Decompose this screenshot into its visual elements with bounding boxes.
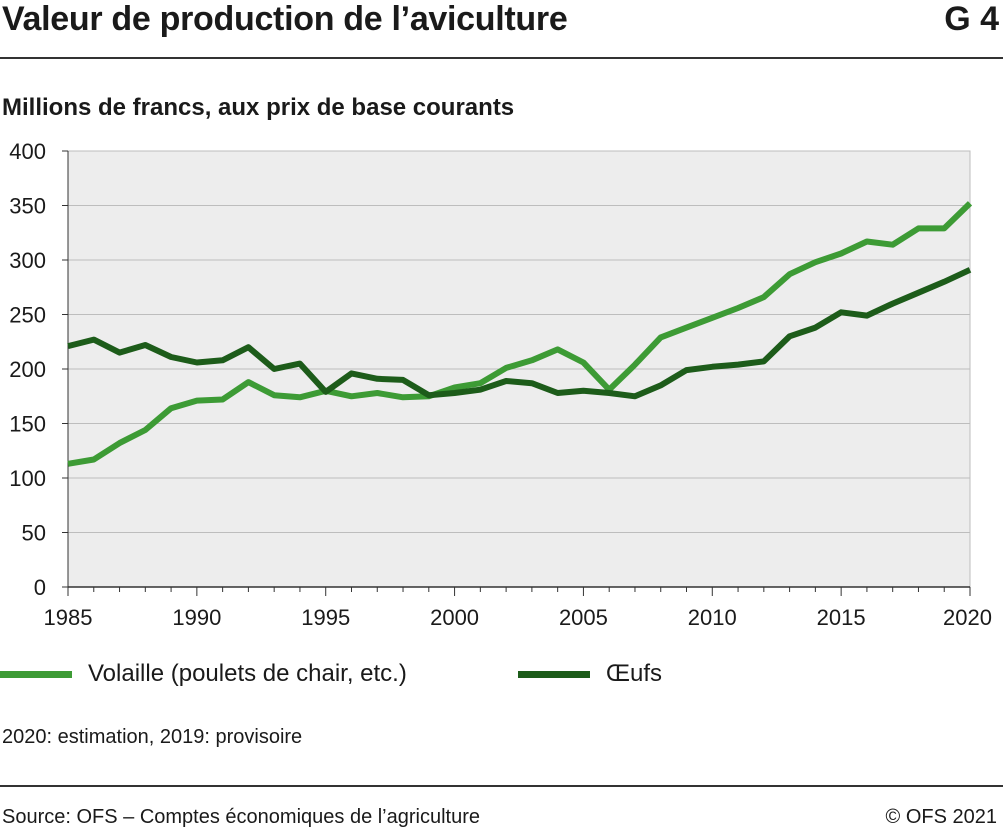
legend-item-volaille: Volaille (poulets de chair, etc.) xyxy=(0,660,407,688)
series-lines xyxy=(67,201,973,467)
y-tick-label: 350 xyxy=(9,194,46,219)
bottom-divider xyxy=(0,785,1003,787)
y-tick-label: 200 xyxy=(9,357,46,382)
copyright-text: © OFS 2021 xyxy=(885,806,997,828)
y-tick-label: 400 xyxy=(9,139,46,164)
y-tick-label: 50 xyxy=(22,521,46,546)
legend-swatch-oeufs xyxy=(518,670,590,678)
x-tick-label: 1990 xyxy=(172,605,221,630)
legend-label-volaille: Volaille (poulets de chair, etc.) xyxy=(88,660,407,687)
chart-note: 2020: estimation, 2019: provisoire xyxy=(2,726,303,748)
y-tick-label: 250 xyxy=(9,303,46,328)
y-tick-label: 100 xyxy=(9,466,46,491)
y-tick-label: 300 xyxy=(9,248,46,273)
x-tick-label: 2010 xyxy=(688,605,737,630)
x-tick-label: 2000 xyxy=(430,605,479,630)
chart-code: G 4 xyxy=(944,0,999,38)
gridlines xyxy=(68,150,970,533)
chart-subtitle: Millions de francs, aux prix de base cou… xyxy=(2,94,515,121)
y-tick-label: 150 xyxy=(9,412,46,437)
x-tick-label: 1995 xyxy=(301,605,350,630)
legend-swatch-volaille xyxy=(0,670,72,678)
y-axis-ticks: 0 50 100 150 200 250 300 350 400 xyxy=(9,139,68,600)
legend-item-oeufs: Œufs xyxy=(518,660,662,688)
chart-title: Valeur de production de l’aviculture xyxy=(2,0,568,38)
source-text: Source: OFS – Comptes économiques de l’a… xyxy=(2,806,481,828)
series-line-oeufs xyxy=(67,267,972,400)
x-tick-label: 2015 xyxy=(817,605,866,630)
x-tick-label: 2005 xyxy=(559,605,608,630)
x-tick-label: 1985 xyxy=(44,605,93,630)
series-line-volaille xyxy=(67,201,973,467)
top-divider xyxy=(0,57,1003,59)
x-axis-ticks: 1985 1990 1995 2000 2005 2010 2015 2020 xyxy=(44,151,992,630)
y-tick-label: 0 xyxy=(34,575,46,600)
legend: Volaille (poulets de chair, etc.) Œufs xyxy=(0,660,1003,696)
line-chart: 0 50 100 150 200 250 300 350 400 1985 1990 1995 200… xyxy=(9,139,992,630)
x-tick-label: 2020 xyxy=(943,605,992,630)
legend-label-oeufs: Œufs xyxy=(606,660,663,687)
